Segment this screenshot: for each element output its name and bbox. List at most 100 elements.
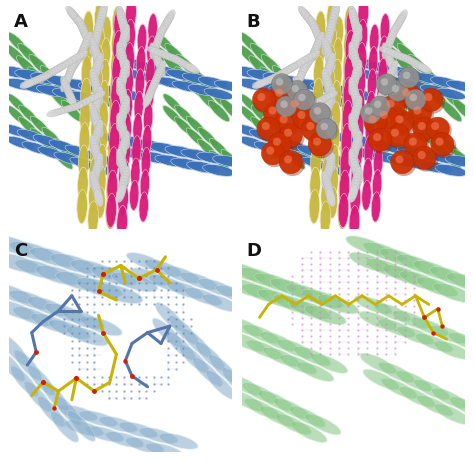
Ellipse shape xyxy=(130,267,170,286)
Ellipse shape xyxy=(22,78,37,88)
Ellipse shape xyxy=(242,383,278,403)
Ellipse shape xyxy=(147,13,158,44)
Ellipse shape xyxy=(44,302,87,323)
Ellipse shape xyxy=(392,152,416,176)
Ellipse shape xyxy=(64,145,94,158)
Ellipse shape xyxy=(373,170,382,200)
Ellipse shape xyxy=(301,117,325,140)
Ellipse shape xyxy=(95,0,105,35)
Ellipse shape xyxy=(104,431,145,448)
Ellipse shape xyxy=(327,0,337,35)
Ellipse shape xyxy=(297,149,317,168)
Ellipse shape xyxy=(431,122,439,130)
Ellipse shape xyxy=(327,16,336,35)
Ellipse shape xyxy=(365,107,373,115)
Ellipse shape xyxy=(433,283,474,303)
Ellipse shape xyxy=(90,106,100,125)
Ellipse shape xyxy=(322,133,332,151)
Ellipse shape xyxy=(340,134,350,165)
Point xyxy=(50,405,58,412)
Ellipse shape xyxy=(325,122,335,140)
Ellipse shape xyxy=(90,133,100,151)
Ellipse shape xyxy=(169,55,184,64)
Ellipse shape xyxy=(316,94,350,107)
Ellipse shape xyxy=(19,105,38,124)
Ellipse shape xyxy=(325,125,334,143)
Ellipse shape xyxy=(371,192,381,222)
Ellipse shape xyxy=(165,280,205,299)
Ellipse shape xyxy=(314,29,323,45)
Ellipse shape xyxy=(395,12,406,28)
Ellipse shape xyxy=(146,35,156,67)
Ellipse shape xyxy=(17,129,46,142)
Ellipse shape xyxy=(321,135,331,154)
Ellipse shape xyxy=(66,6,78,20)
Ellipse shape xyxy=(236,78,270,91)
Ellipse shape xyxy=(314,107,321,115)
Ellipse shape xyxy=(382,142,414,154)
Ellipse shape xyxy=(198,76,228,89)
Ellipse shape xyxy=(120,92,129,110)
Ellipse shape xyxy=(226,317,263,337)
Ellipse shape xyxy=(368,46,378,77)
Ellipse shape xyxy=(329,7,338,26)
Ellipse shape xyxy=(273,398,310,420)
Ellipse shape xyxy=(150,43,159,59)
Ellipse shape xyxy=(350,107,359,125)
Ellipse shape xyxy=(100,81,109,112)
Ellipse shape xyxy=(256,289,300,309)
Ellipse shape xyxy=(384,71,393,87)
Ellipse shape xyxy=(144,80,155,111)
Ellipse shape xyxy=(111,272,157,291)
Ellipse shape xyxy=(332,97,365,110)
Ellipse shape xyxy=(83,11,93,45)
Ellipse shape xyxy=(118,122,128,140)
Ellipse shape xyxy=(118,58,148,70)
Ellipse shape xyxy=(108,112,119,145)
Ellipse shape xyxy=(344,6,355,38)
Ellipse shape xyxy=(5,136,36,150)
Ellipse shape xyxy=(421,89,445,114)
Ellipse shape xyxy=(132,112,143,144)
Ellipse shape xyxy=(197,127,218,147)
Ellipse shape xyxy=(69,157,100,171)
Ellipse shape xyxy=(66,89,75,105)
Ellipse shape xyxy=(298,104,312,112)
Ellipse shape xyxy=(67,92,77,108)
Ellipse shape xyxy=(413,149,446,161)
Ellipse shape xyxy=(212,155,246,168)
Ellipse shape xyxy=(171,80,202,93)
Ellipse shape xyxy=(220,99,243,121)
Ellipse shape xyxy=(81,316,122,336)
Ellipse shape xyxy=(209,138,229,158)
Ellipse shape xyxy=(63,79,95,91)
Ellipse shape xyxy=(0,284,33,303)
Ellipse shape xyxy=(345,30,356,65)
Ellipse shape xyxy=(387,80,408,101)
Ellipse shape xyxy=(324,127,333,146)
Ellipse shape xyxy=(410,103,434,127)
Ellipse shape xyxy=(27,67,49,88)
Ellipse shape xyxy=(81,26,90,42)
Ellipse shape xyxy=(131,158,140,188)
Ellipse shape xyxy=(365,113,374,143)
Ellipse shape xyxy=(310,144,322,180)
Ellipse shape xyxy=(164,10,175,25)
Ellipse shape xyxy=(361,103,382,124)
Ellipse shape xyxy=(322,106,332,125)
Ellipse shape xyxy=(116,205,128,240)
Ellipse shape xyxy=(62,309,105,330)
Ellipse shape xyxy=(401,55,416,64)
Ellipse shape xyxy=(187,65,209,87)
Ellipse shape xyxy=(121,95,130,113)
Ellipse shape xyxy=(21,141,51,155)
Ellipse shape xyxy=(295,57,309,67)
Ellipse shape xyxy=(174,117,194,136)
Ellipse shape xyxy=(282,89,304,111)
Ellipse shape xyxy=(120,27,129,45)
Point xyxy=(420,314,428,321)
Ellipse shape xyxy=(90,37,99,55)
Ellipse shape xyxy=(298,63,308,79)
Ellipse shape xyxy=(305,100,319,109)
Ellipse shape xyxy=(91,109,100,127)
